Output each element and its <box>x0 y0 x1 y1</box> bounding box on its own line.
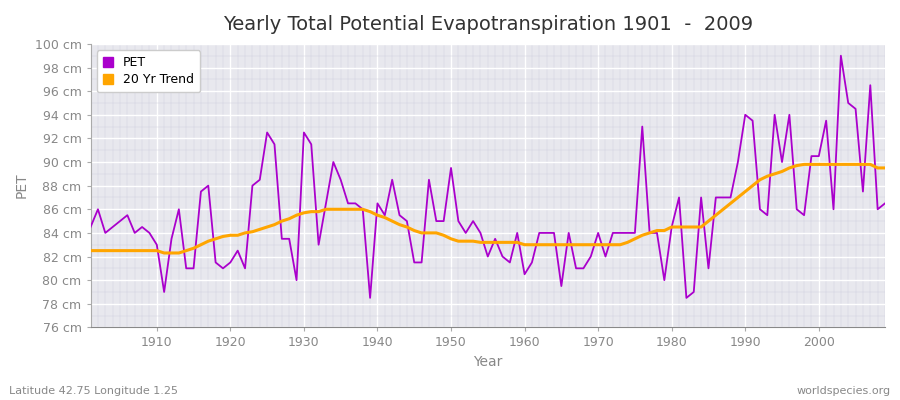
20 Yr Trend <box>615 242 626 247</box>
PET <box>615 230 626 235</box>
Y-axis label: PET: PET <box>15 173 29 198</box>
PET <box>86 225 96 230</box>
20 Yr Trend <box>357 207 368 212</box>
PET <box>879 201 890 206</box>
20 Yr Trend <box>144 248 155 253</box>
20 Yr Trend <box>86 248 96 253</box>
X-axis label: Year: Year <box>473 355 502 369</box>
Legend: PET, 20 Yr Trend: PET, 20 Yr Trend <box>97 50 201 92</box>
PET <box>519 272 530 277</box>
Line: 20 Yr Trend: 20 Yr Trend <box>91 164 885 253</box>
PET <box>526 260 537 265</box>
Text: worldspecies.org: worldspecies.org <box>796 386 891 396</box>
PET <box>350 201 361 206</box>
20 Yr Trend <box>519 242 530 247</box>
PET <box>144 230 155 235</box>
PET <box>835 53 846 58</box>
20 Yr Trend <box>879 166 890 170</box>
20 Yr Trend <box>158 250 169 255</box>
20 Yr Trend <box>313 209 324 214</box>
Title: Yearly Total Potential Evapotranspiration 1901  -  2009: Yearly Total Potential Evapotranspiratio… <box>222 15 753 34</box>
20 Yr Trend <box>526 242 537 247</box>
Text: Latitude 42.75 Longitude 1.25: Latitude 42.75 Longitude 1.25 <box>9 386 178 396</box>
Line: PET: PET <box>91 56 885 298</box>
PET <box>306 142 317 147</box>
20 Yr Trend <box>798 162 809 167</box>
PET <box>364 296 375 300</box>
